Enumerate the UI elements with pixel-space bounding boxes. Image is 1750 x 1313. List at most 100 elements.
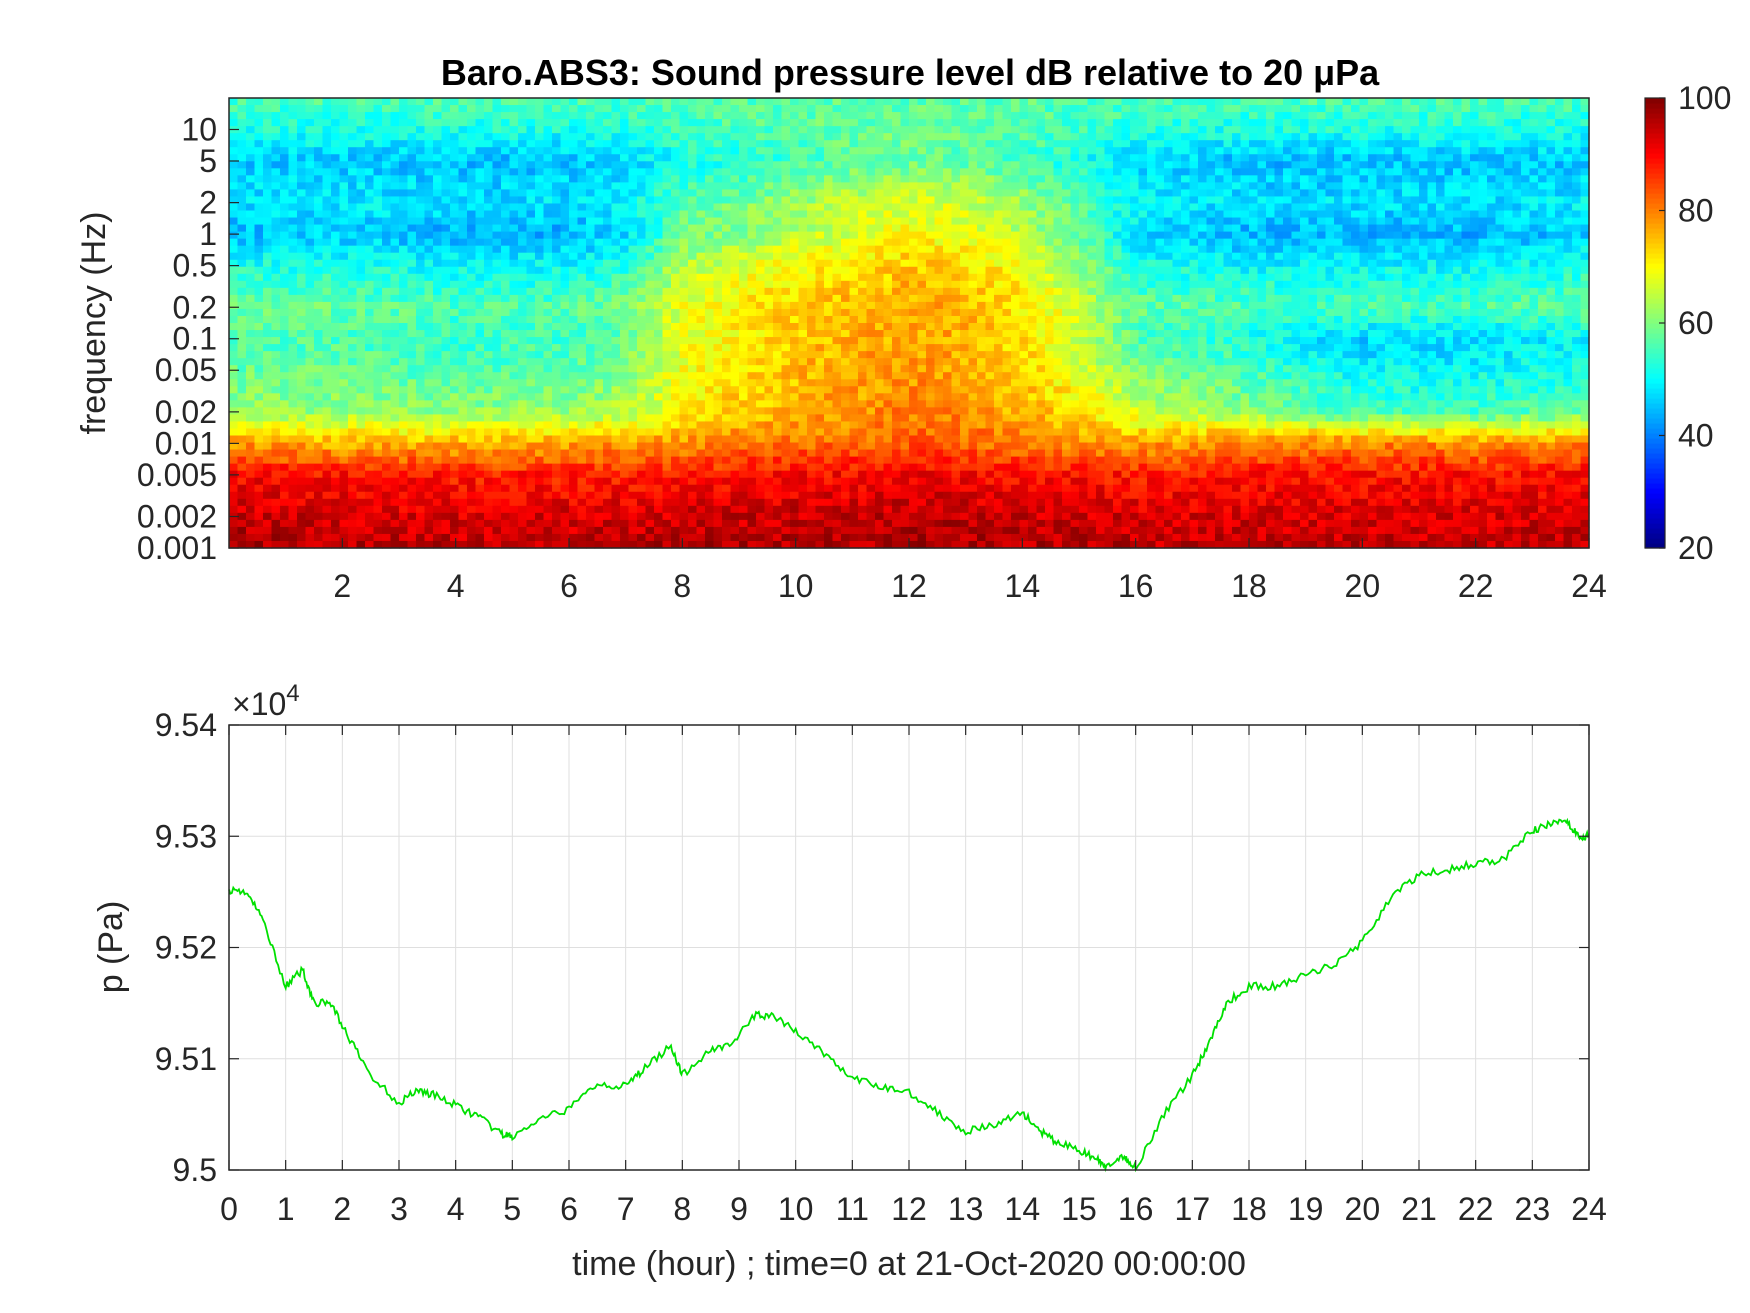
spectrogram-cell [679,400,689,408]
spectrogram-cell [450,400,460,408]
spectrogram-cell [382,112,392,120]
spectrogram-cell [654,351,664,359]
spectrogram-cell [492,238,502,247]
spectrogram-cell [824,105,834,113]
spectrogram-cell [849,175,859,183]
spectrogram-cell [832,273,842,282]
spectrogram-cell [628,189,638,198]
spectrogram-cell [475,231,485,240]
spectrogram-cell [348,498,358,507]
spectrogram-cell [246,301,256,310]
spectrogram-cell [807,330,817,338]
spectrogram-cell [552,337,562,345]
spectrogram-cell [705,252,715,261]
spectrogram-cell [271,280,281,289]
spectrogram-cell [756,245,766,254]
spectrogram-cell [832,400,842,408]
spectrogram-cell [611,252,621,261]
spectrogram-cell [628,400,638,408]
spectrogram-cell [790,140,800,148]
spectrogram-cell [246,224,256,233]
spectrogram-cell [552,154,562,162]
spectrogram-cell [518,301,528,310]
spectrogram-cell [654,428,664,437]
spectrogram-cell [254,484,264,493]
spectrogram-cell [866,505,876,514]
spectrogram-cell [722,189,732,198]
spectrogram-cell [407,449,417,458]
spectrogram-cell [441,456,451,465]
spectrogram-cell [399,351,409,359]
spectrogram-cell [229,526,239,535]
spectrogram-cell [849,294,859,303]
spectrogram-cell [229,519,239,528]
spectrogram-cell [433,217,443,226]
spectrogram-cell [552,266,562,275]
spectrogram-cell [280,526,290,535]
spectrogram-cell [416,407,426,416]
spectrogram-cell [501,294,511,303]
spectrogram-cell [611,133,621,141]
spectrogram-cell [841,315,851,324]
spectrogram-cell [603,112,613,120]
spectrogram-cell [458,393,468,401]
spectrogram-cell [288,344,298,352]
spectrogram-cell [450,463,460,472]
spectrogram-cell [399,512,409,521]
spectrogram-cell [322,344,332,352]
spectrogram-cell [535,112,545,120]
spectrogram-cell [552,231,562,240]
spectrogram-cell [254,182,264,191]
spectrogram-cell [331,154,341,162]
spectrogram-cell [730,147,740,155]
spectrogram-cell [577,442,587,451]
spectrogram-cell [705,323,715,331]
spectrogram-cell [280,273,290,282]
spectrogram-cell [688,365,698,373]
spectrogram-cell [543,308,553,317]
spectrogram-cell [365,449,375,458]
spectrogram-cell [314,154,324,162]
spectrogram-cell [458,168,468,176]
spectrogram-cell [883,280,893,289]
spectrogram-cell [807,400,817,408]
spectrogram-cell [705,484,715,493]
spectrogram-cell [628,273,638,282]
spectrogram-cell [484,308,494,317]
spectrogram-cell [484,442,494,451]
spectrogram-cell [662,252,672,261]
spectrogram-cell [773,484,783,493]
spectrogram-cell [450,259,460,268]
spectrogram-cell [739,112,749,120]
spectrogram-cell [518,238,528,247]
spectrogram-cell [747,533,757,542]
spectrogram-cell [739,512,749,521]
spectrogram-cell [458,147,468,155]
spectrogram-cell [756,238,766,247]
spectrogram-cell [229,400,239,408]
spectrogram-cell [594,477,604,486]
spectrogram-cell [373,505,383,514]
spectrogram-cell [773,238,783,247]
spectrogram-cell [773,540,783,549]
spectrogram-cell [654,526,664,535]
spectrogram-cell [280,470,290,479]
spectrogram-cell [518,287,528,296]
spectrogram-cell [883,224,893,233]
spectrogram-cell [790,287,800,296]
spectrogram-cell [305,210,315,219]
spectrogram-cell [475,330,485,338]
spectrogram-cell [722,133,732,141]
spectrogram-cell [254,449,264,458]
spectrogram-cell [246,147,256,155]
spectrogram-cell [382,386,392,394]
spectrogram-cell [858,477,868,486]
spectrogram-cell [441,351,451,359]
spectrogram-cell [552,217,562,226]
spectrogram-cell [773,189,783,198]
spectrogram-cell [645,512,655,521]
spectrogram-cell [229,540,239,549]
spectrogram-cell [407,245,417,254]
spectrogram-cell [832,231,842,240]
spectrogram-cell [509,526,519,535]
